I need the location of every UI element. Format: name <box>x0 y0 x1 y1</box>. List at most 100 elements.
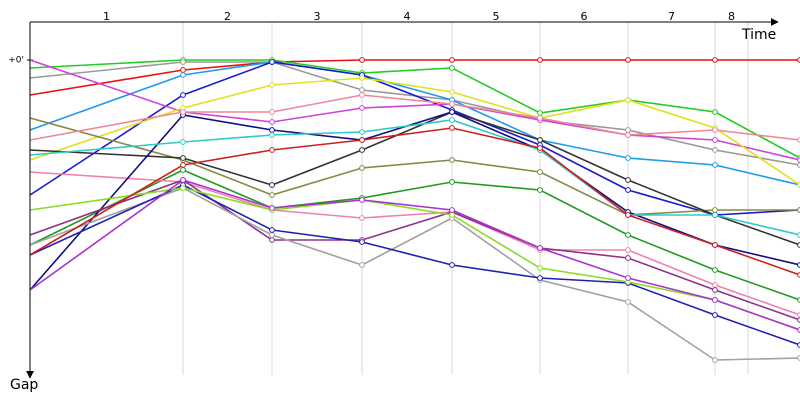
lap-label: 2 <box>224 10 231 23</box>
lap-label: 5 <box>493 10 500 23</box>
point <box>359 262 365 268</box>
point <box>625 177 631 183</box>
point <box>537 187 543 193</box>
point <box>625 97 631 103</box>
series-line <box>29 187 800 331</box>
point <box>269 82 275 88</box>
point <box>449 65 455 71</box>
point <box>625 132 631 138</box>
y-axis-label: Gap <box>10 377 38 393</box>
series-line <box>29 179 800 321</box>
point <box>537 115 543 121</box>
point <box>449 207 455 213</box>
point <box>180 67 186 73</box>
point <box>269 119 275 125</box>
point <box>269 192 275 198</box>
point <box>449 57 455 63</box>
point <box>359 92 365 98</box>
point <box>537 265 543 271</box>
point <box>449 179 455 185</box>
point <box>359 147 365 153</box>
point <box>625 255 631 261</box>
point <box>180 59 186 65</box>
grid <box>27 22 749 375</box>
x-axis-label: Time <box>741 27 776 43</box>
point <box>449 89 455 95</box>
point <box>712 147 718 153</box>
point <box>625 127 631 133</box>
point <box>625 275 631 281</box>
point <box>625 212 631 218</box>
point <box>712 282 718 288</box>
point <box>269 205 275 211</box>
lap-label: 7 <box>668 10 675 23</box>
point <box>537 137 543 143</box>
point <box>359 87 365 93</box>
point <box>359 57 365 63</box>
lap-label: 1 <box>103 10 110 23</box>
point <box>269 182 275 188</box>
y-tick-label: +0' <box>8 56 24 66</box>
point <box>712 212 718 218</box>
point <box>180 162 186 168</box>
point <box>537 57 543 63</box>
point <box>449 157 455 163</box>
point <box>449 117 455 123</box>
point <box>712 137 718 143</box>
point <box>269 109 275 115</box>
point <box>625 187 631 193</box>
point <box>625 299 631 305</box>
point <box>625 155 631 161</box>
point <box>537 145 543 151</box>
point <box>712 127 718 133</box>
point <box>180 109 186 115</box>
point <box>180 185 186 191</box>
point <box>537 169 543 175</box>
point <box>449 101 455 107</box>
series-group <box>29 57 800 363</box>
lap-label: 3 <box>314 10 321 23</box>
point <box>712 287 718 293</box>
point <box>625 232 631 238</box>
point <box>712 207 718 213</box>
point <box>269 127 275 133</box>
point <box>180 139 186 145</box>
point <box>712 297 718 303</box>
point <box>712 312 718 318</box>
point <box>537 275 543 281</box>
point <box>449 212 455 218</box>
point <box>537 245 543 251</box>
point <box>180 72 186 78</box>
point <box>359 239 365 245</box>
point <box>359 137 365 143</box>
lap-label: 6 <box>581 10 588 23</box>
lap-label: 8 <box>728 10 735 23</box>
point <box>180 92 186 98</box>
point <box>712 109 718 115</box>
point <box>269 59 275 65</box>
point <box>180 177 186 183</box>
point <box>359 215 365 221</box>
point <box>625 247 631 253</box>
point <box>269 232 275 238</box>
point <box>712 357 718 363</box>
series-line <box>29 119 800 236</box>
point <box>269 132 275 138</box>
point <box>359 129 365 135</box>
point <box>625 57 631 63</box>
point <box>269 227 275 233</box>
point <box>712 267 718 273</box>
point <box>269 147 275 153</box>
lap-label: 4 <box>404 10 411 23</box>
point <box>449 262 455 268</box>
point <box>180 155 186 161</box>
point <box>449 109 455 115</box>
point <box>712 242 718 248</box>
point <box>269 237 275 243</box>
point <box>359 165 365 171</box>
point <box>449 125 455 131</box>
point <box>359 197 365 203</box>
point <box>359 105 365 111</box>
point <box>712 57 718 63</box>
